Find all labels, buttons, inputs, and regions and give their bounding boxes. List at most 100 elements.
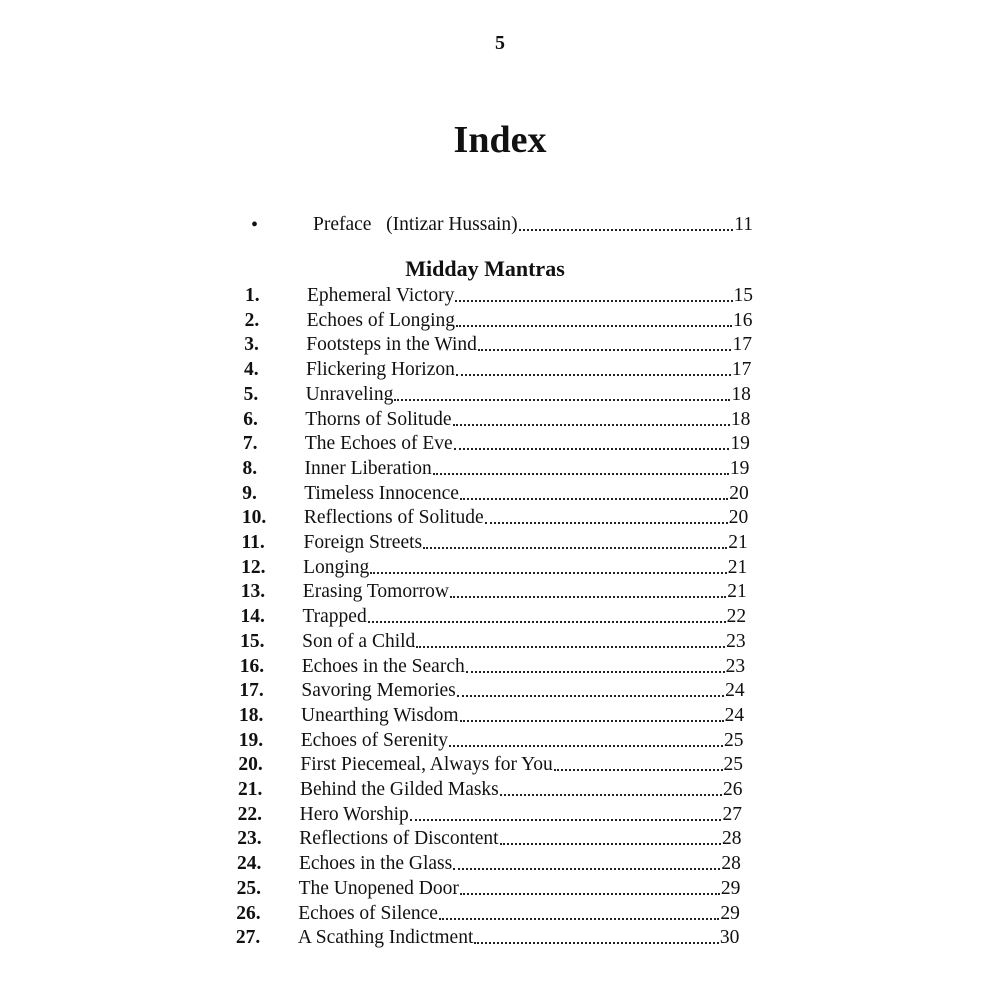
dot-leader bbox=[455, 374, 731, 377]
entry-number: 1. bbox=[245, 285, 260, 306]
dot-leader bbox=[459, 497, 729, 500]
dot-leader bbox=[394, 398, 731, 401]
entry-page: 28 bbox=[721, 853, 741, 875]
entry-title: Echoes of Silence bbox=[298, 902, 438, 924]
toc-entry: 23. Reflections of Discontent 28 bbox=[237, 827, 741, 851]
dot-leader bbox=[499, 794, 722, 796]
dot-leader bbox=[452, 423, 730, 426]
entry-number: 12. bbox=[241, 556, 266, 578]
toc-entry: 3. Footsteps in the Wind 17 bbox=[244, 333, 752, 357]
toc-entry: 25. The Unopened Door 29 bbox=[237, 877, 741, 901]
entry-number: 23. bbox=[237, 828, 262, 850]
entry-title: Ephemeral Victory bbox=[307, 285, 455, 306]
toc-entry: 16. Echoes in the Search 23 bbox=[240, 655, 745, 679]
entry-page: 21 bbox=[728, 532, 748, 553]
toc-entry: 8. Inner Liberation 19 bbox=[243, 457, 750, 481]
entry-number: 22. bbox=[237, 803, 263, 825]
entry-number: 9. bbox=[242, 482, 257, 504]
entry-title: First Piecemeal, Always for You bbox=[300, 754, 553, 776]
entry-title: Hero Worship bbox=[299, 803, 409, 825]
toc-entry: 27. A Scathing Indictment 30 bbox=[236, 926, 739, 950]
entry-page: 11 bbox=[734, 214, 753, 235]
entry-page: 24 bbox=[725, 680, 745, 702]
toc-entry: 9. Timeless Innocence 20 bbox=[242, 482, 749, 506]
entry-number: 7. bbox=[242, 433, 258, 455]
entry-number: 11. bbox=[241, 532, 265, 553]
entry-page: 17 bbox=[732, 334, 752, 356]
entry-number: 17. bbox=[239, 680, 264, 702]
entry-page: 16 bbox=[732, 309, 753, 331]
entry-page: 19 bbox=[730, 433, 750, 455]
toc-entry: 1. Ephemeral Victory 15 bbox=[245, 284, 753, 308]
entry-title: Thorns of Solitude bbox=[305, 408, 452, 430]
toc-entry: 19. Echoes of Serenity 25 bbox=[239, 729, 744, 753]
entry-page: 22 bbox=[726, 606, 747, 628]
entry-page: 27 bbox=[722, 803, 742, 825]
entry-page: 20 bbox=[728, 507, 749, 529]
entry-number: 25. bbox=[236, 877, 261, 899]
dot-leader bbox=[448, 744, 724, 747]
page-number: 5 bbox=[495, 32, 505, 54]
entry-title: Foreign Streets bbox=[303, 532, 423, 553]
entry-page: 23 bbox=[725, 655, 746, 677]
toc-entry: 2. Echoes of Longing 16 bbox=[245, 309, 753, 333]
toc-entry: 26. Echoes of Silence 29 bbox=[236, 902, 740, 926]
entry-number: 5. bbox=[243, 383, 259, 405]
entry-page: 19 bbox=[729, 457, 750, 479]
entry-number: 15. bbox=[240, 630, 265, 652]
entry-number: 27. bbox=[235, 927, 261, 949]
entry-page: 18 bbox=[731, 383, 751, 405]
toc-entry: 22. Hero Worship 27 bbox=[238, 803, 742, 827]
entry-page: 29 bbox=[720, 902, 740, 924]
entry-title: Echoes in the Search bbox=[301, 655, 465, 677]
bullet-icon: • bbox=[251, 214, 259, 236]
entry-title: Echoes of Longing bbox=[306, 309, 456, 331]
entry-title: Trapped bbox=[302, 606, 367, 628]
dot-leader bbox=[453, 448, 730, 451]
entry-page: 20 bbox=[729, 482, 749, 504]
entry-page: 21 bbox=[727, 581, 747, 603]
entry-page: 21 bbox=[727, 556, 748, 578]
entry-title: Unearthing Wisdom bbox=[301, 704, 459, 726]
dot-leader bbox=[484, 522, 728, 525]
entry-title: Flickering Horizon bbox=[305, 359, 455, 381]
entry-number: 13. bbox=[240, 581, 266, 603]
entry-title: Preface (Intizar Hussain) bbox=[313, 214, 518, 235]
section-heading: Midday Mantras bbox=[405, 256, 565, 281]
toc-entry: 18. Unearthing Wisdom 24 bbox=[239, 704, 744, 728]
toc-entry: 14. Trapped 22 bbox=[240, 605, 746, 629]
dot-leader bbox=[459, 719, 724, 722]
entry-title: Longing bbox=[303, 556, 370, 578]
toc-entry: 13. Erasing Tomorrow 21 bbox=[241, 580, 747, 604]
dot-leader bbox=[459, 892, 720, 895]
toc-entry: 7. The Echoes of Eve 19 bbox=[243, 432, 750, 456]
entry-number: 16. bbox=[239, 655, 265, 677]
entry-number: 14. bbox=[240, 606, 265, 628]
entry-page: 25 bbox=[723, 754, 744, 776]
entry-page: 23 bbox=[726, 630, 746, 652]
dot-leader bbox=[438, 917, 720, 920]
entry-number: 20. bbox=[238, 754, 263, 776]
entry-title: Unraveling bbox=[305, 383, 394, 405]
entry-page: 30 bbox=[719, 927, 740, 949]
dot-leader bbox=[423, 547, 728, 549]
toc-entry: 11. Foreign Streets 21 bbox=[242, 531, 748, 555]
entry-title: Erasing Tomorrow bbox=[302, 581, 449, 603]
entry-page: 17 bbox=[731, 359, 752, 381]
dot-leader bbox=[477, 349, 732, 352]
entry-title: Reflections of Discontent bbox=[299, 828, 499, 850]
toc-entry: 20. First Piecemeal, Always for You 25 bbox=[238, 753, 743, 777]
dot-leader bbox=[409, 818, 722, 821]
entry-number: 3. bbox=[244, 334, 259, 356]
entry-title: Son of a Child bbox=[302, 630, 416, 652]
dot-leader bbox=[432, 472, 729, 475]
toc-entry: 10. Reflections of Solitude 20 bbox=[242, 506, 748, 530]
entry-page: 18 bbox=[730, 408, 751, 430]
entry-page: 25 bbox=[724, 729, 744, 751]
toc-entry: 17. Savoring Memories 24 bbox=[239, 679, 744, 703]
entry-title: Footsteps in the Wind bbox=[306, 334, 477, 356]
entry-number: 19. bbox=[238, 729, 264, 751]
dot-leader bbox=[499, 843, 721, 846]
entry-number: 2. bbox=[244, 309, 260, 331]
entry-page: 28 bbox=[721, 828, 742, 850]
